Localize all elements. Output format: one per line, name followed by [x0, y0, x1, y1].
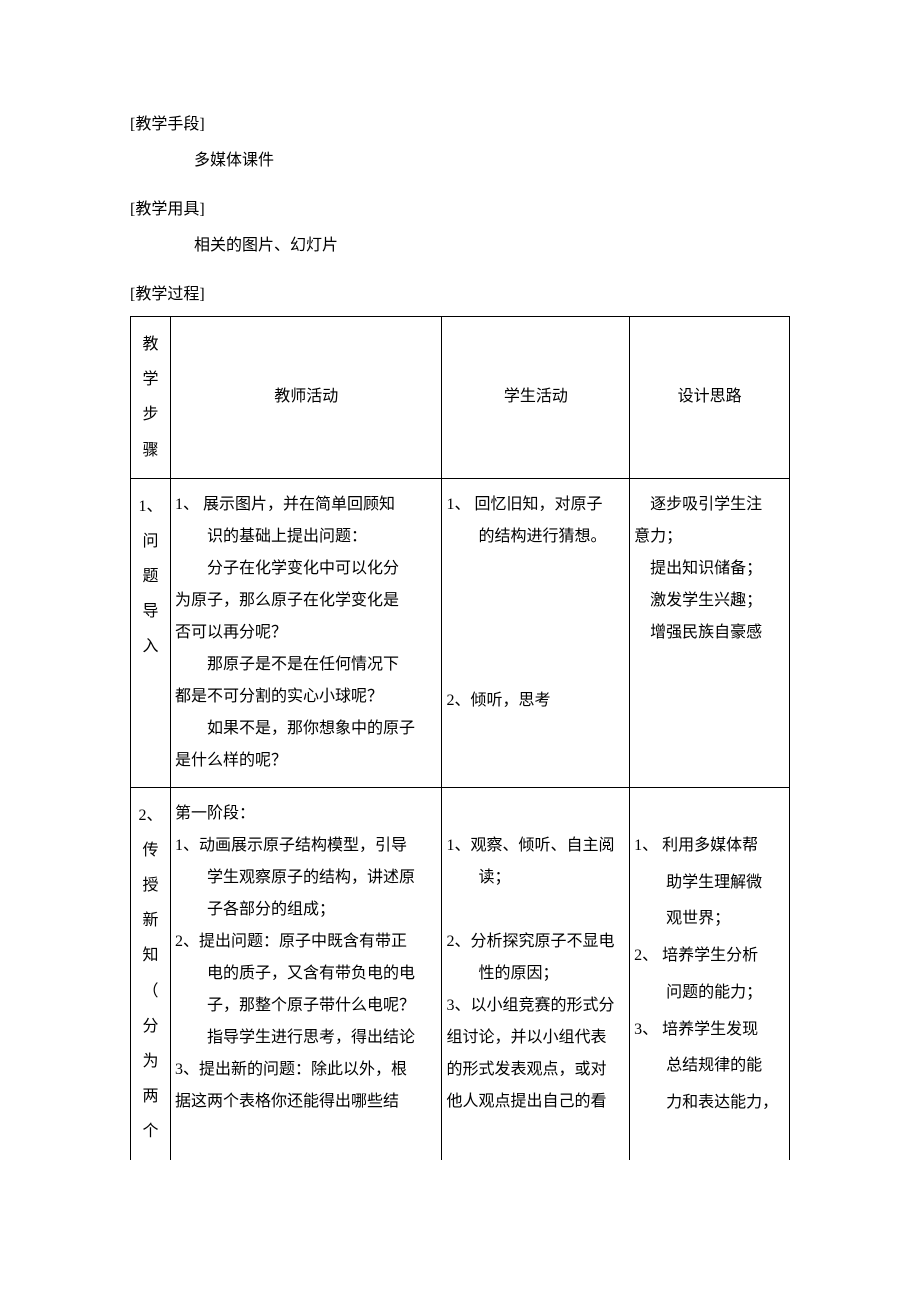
cell-teacher-1: 1、 展示图片，并在简单回顾知 识的基础上提出问题： 分子在化学变化中可以化分 …: [170, 478, 442, 787]
cell-design-1: 逐步吸引学生注 意力； 提出知识储备； 激发学生兴趣； 增强民族自豪感: [630, 478, 790, 787]
content-teaching-means: 多媒体课件: [130, 146, 790, 176]
heading-teaching-tools: [教学用具]: [130, 195, 790, 225]
content-teaching-tools: 相关的图片、幻灯片: [130, 231, 790, 261]
header-step: 教 学 步 骤: [131, 316, 171, 478]
cell-student-2: 1、观察、倾听、自主阅 读； 2、分析探究原子不显电 性的原因； 3、以小组竞赛…: [442, 787, 630, 1159]
cell-step-2: 2、 传 授 新 知 （ 分 为 两 个: [131, 787, 171, 1159]
heading-teaching-process: [教学过程]: [130, 280, 790, 310]
header-teacher: 教师活动: [170, 316, 442, 478]
header-design: 设计思路: [630, 316, 790, 478]
section-teaching-means: [教学手段] 多媒体课件: [130, 110, 790, 177]
teaching-process-table: 教 学 步 骤 教师活动 学生活动 设计思路 1、 问 题 导 入 1、 展示图…: [130, 316, 790, 1160]
heading-teaching-means: [教学手段]: [130, 110, 790, 140]
table-row: 1、 问 题 导 入 1、 展示图片，并在简单回顾知 识的基础上提出问题： 分子…: [131, 478, 790, 787]
table-header-row: 教 学 步 骤 教师活动 学生活动 设计思路: [131, 316, 790, 478]
section-teaching-tools: [教学用具] 相关的图片、幻灯片: [130, 195, 790, 262]
cell-design-2: 1、 利用多媒体帮 助学生理解微 观世界； 2、 培养学生分析 问题的能力； 3…: [630, 787, 790, 1159]
cell-step-1: 1、 问 题 导 入: [131, 478, 171, 787]
table-row: 2、 传 授 新 知 （ 分 为 两 个 第一阶段： 1、动画展示原子结构模型，…: [131, 787, 790, 1159]
cell-student-1: 1、 回忆旧知，对原子 的结构进行猜想。 2、倾听，思考: [442, 478, 630, 787]
header-student: 学生活动: [442, 316, 630, 478]
cell-teacher-2: 第一阶段： 1、动画展示原子结构模型，引导 学生观察原子的结构，讲述原 子各部分…: [170, 787, 442, 1159]
